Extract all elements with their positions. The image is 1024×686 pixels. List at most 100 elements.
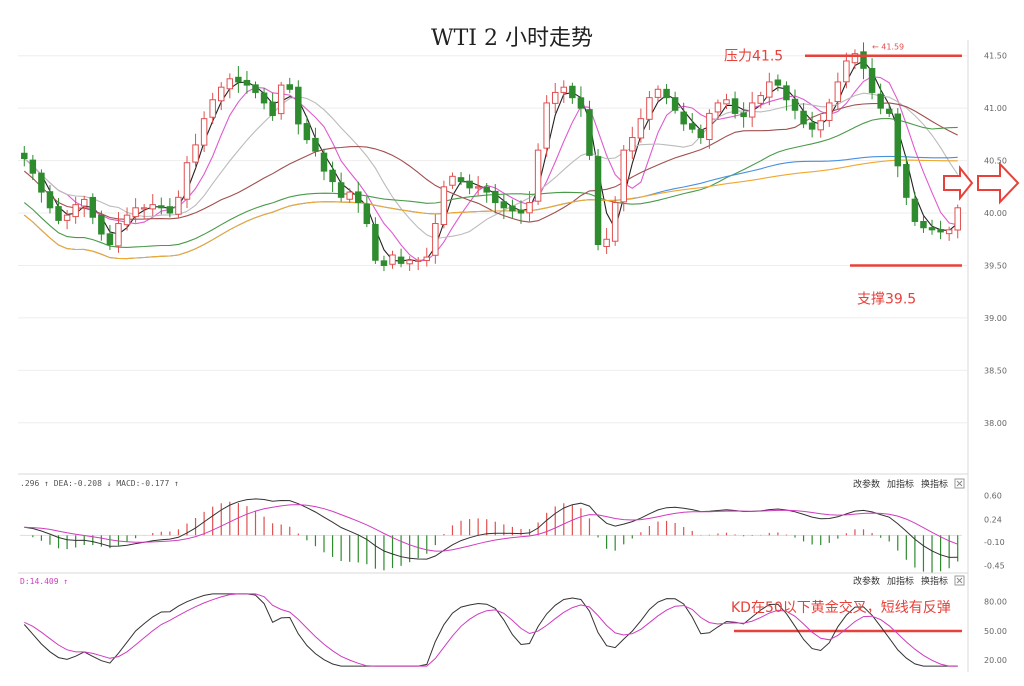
candle-body xyxy=(123,214,131,226)
candle-body xyxy=(509,205,516,212)
candle-body xyxy=(183,162,191,200)
candle-body xyxy=(603,238,610,248)
candle-body xyxy=(611,202,619,242)
candle-body xyxy=(346,191,353,200)
kd-panel-buttons[interactable]: 改参数 加指标 换指标 xyxy=(853,575,965,587)
price-tick-label: 39.00 xyxy=(984,314,1007,323)
candle-body xyxy=(526,202,533,214)
price-tick-label: 38.00 xyxy=(984,419,1007,428)
macd-tick-label: 0.24 xyxy=(984,515,1002,524)
candle-body xyxy=(937,228,944,233)
candle-body xyxy=(209,99,216,118)
candle-body xyxy=(474,186,482,189)
candle-body xyxy=(355,191,362,204)
candle-body xyxy=(551,91,559,104)
candle-body xyxy=(834,81,842,103)
panel-button[interactable]: 加指标 xyxy=(887,478,914,490)
candle-body xyxy=(594,156,602,246)
candle-body xyxy=(680,111,687,125)
candle-body xyxy=(140,207,148,210)
candle-body xyxy=(320,152,328,172)
price-tick-label: 40.00 xyxy=(984,209,1007,218)
moving-average-line xyxy=(23,117,958,248)
candle-body xyxy=(363,203,371,225)
candle-body xyxy=(543,102,550,149)
candle-body xyxy=(303,123,311,141)
candle-body xyxy=(517,209,525,214)
candle-body xyxy=(277,84,285,115)
candle-body xyxy=(689,123,696,130)
candle-body xyxy=(21,152,28,160)
kd-axis-ticks: 80.00 50.00 20.00 xyxy=(984,598,1007,666)
panel-button[interactable]: 加指标 xyxy=(887,575,914,587)
kd-tick-label: 50.00 xyxy=(984,627,1007,636)
candle-body xyxy=(243,79,251,86)
candle-body xyxy=(38,172,45,193)
candle-body xyxy=(166,206,174,214)
candle-body xyxy=(175,196,182,215)
macd-dea-line xyxy=(24,504,958,552)
candle-body xyxy=(808,122,816,130)
chart-title: WTI 2 小时走势 xyxy=(431,26,593,51)
candle-body xyxy=(380,260,388,266)
panel-button[interactable]: 改参数 xyxy=(853,478,880,490)
candle-body xyxy=(106,233,114,246)
candle-body xyxy=(500,201,508,209)
candle-body xyxy=(894,113,902,167)
candle-body xyxy=(723,99,730,105)
candle-body xyxy=(132,207,139,218)
candle-body xyxy=(945,229,953,235)
panel-button[interactable]: 改参数 xyxy=(853,575,880,587)
candle-body xyxy=(774,79,782,86)
candle-body xyxy=(337,182,345,198)
candle-body xyxy=(885,108,893,114)
resistance-label: 压力41.5 xyxy=(724,49,783,65)
panel-button[interactable]: 换指标 xyxy=(921,478,948,490)
candle-body xyxy=(449,175,456,186)
candle-body xyxy=(928,227,936,231)
macd-tick-label: 0.60 xyxy=(984,491,1002,500)
high-marker-label: ← 41.59 xyxy=(872,42,904,51)
close-icon-cross xyxy=(956,480,963,487)
candle-body xyxy=(200,118,208,146)
price-tick-label: 41.00 xyxy=(984,104,1007,113)
support-label: 支撑39.5 xyxy=(857,291,916,307)
candle-body xyxy=(920,221,927,229)
candle-body xyxy=(192,144,199,163)
candle-body xyxy=(843,60,850,83)
price-tick-label: 39.50 xyxy=(984,261,1007,270)
candle-body xyxy=(817,120,824,131)
kd-d-line xyxy=(24,593,958,667)
candle-body xyxy=(466,180,473,189)
candle-body xyxy=(312,137,319,152)
candle-body xyxy=(851,53,859,64)
candle-body xyxy=(766,81,773,98)
price-tick-label: 40.50 xyxy=(984,157,1007,166)
candle-body xyxy=(714,102,722,113)
candle-body xyxy=(226,78,234,90)
candle-body xyxy=(800,110,807,125)
macd-header: .296 ↑ DEA:-0.208 ↓ MACD:-0.177 ↑ xyxy=(20,479,179,488)
candle-body xyxy=(954,207,961,231)
candle-body xyxy=(629,137,636,152)
candle-body xyxy=(534,149,542,202)
candle-body xyxy=(440,186,448,226)
candle-body xyxy=(868,68,876,93)
candle-body xyxy=(46,191,54,209)
kd-plot xyxy=(23,593,962,667)
candle-body xyxy=(697,129,705,139)
candle-body xyxy=(372,223,379,261)
macd-panel-buttons[interactable]: 改参数 加指标 换指标 xyxy=(853,478,965,490)
candle-body xyxy=(269,101,276,117)
candle-body xyxy=(406,259,413,265)
panel-button[interactable]: 换指标 xyxy=(921,575,948,587)
macd-tick-label: -0.45 xyxy=(984,561,1005,570)
candle-body xyxy=(414,259,422,262)
candlesticks xyxy=(21,42,961,272)
candle-body xyxy=(826,102,833,121)
arrow-right-icon xyxy=(943,161,1020,205)
candle-body xyxy=(235,76,242,83)
macd-dif-line xyxy=(24,498,958,560)
candle-body xyxy=(63,214,71,221)
candle-body xyxy=(260,92,268,104)
